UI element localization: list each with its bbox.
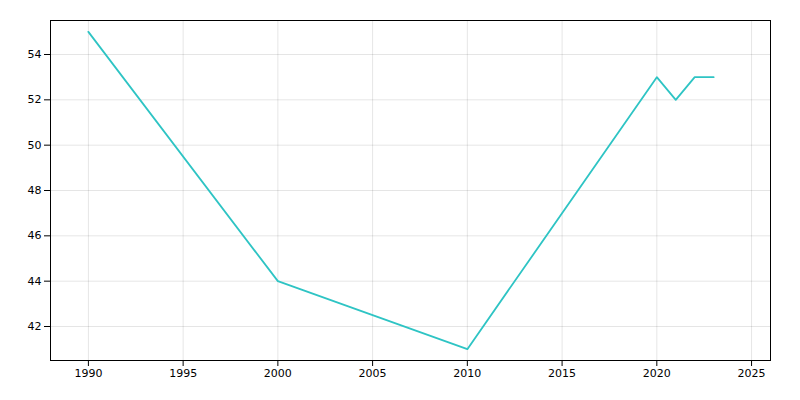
svg-text:54: 54 xyxy=(28,48,42,61)
svg-text:1995: 1995 xyxy=(169,367,197,380)
svg-text:50: 50 xyxy=(28,139,42,152)
svg-text:1990: 1990 xyxy=(74,367,102,380)
svg-text:52: 52 xyxy=(28,93,42,106)
svg-text:2000: 2000 xyxy=(264,367,292,380)
svg-text:2025: 2025 xyxy=(738,367,766,380)
svg-text:2010: 2010 xyxy=(453,367,481,380)
svg-text:46: 46 xyxy=(28,229,42,242)
svg-text:2020: 2020 xyxy=(643,367,671,380)
svg-text:48: 48 xyxy=(28,184,42,197)
svg-text:42: 42 xyxy=(28,320,42,333)
svg-text:2005: 2005 xyxy=(359,367,387,380)
svg-text:2015: 2015 xyxy=(548,367,576,380)
svg-text:44: 44 xyxy=(28,275,42,288)
